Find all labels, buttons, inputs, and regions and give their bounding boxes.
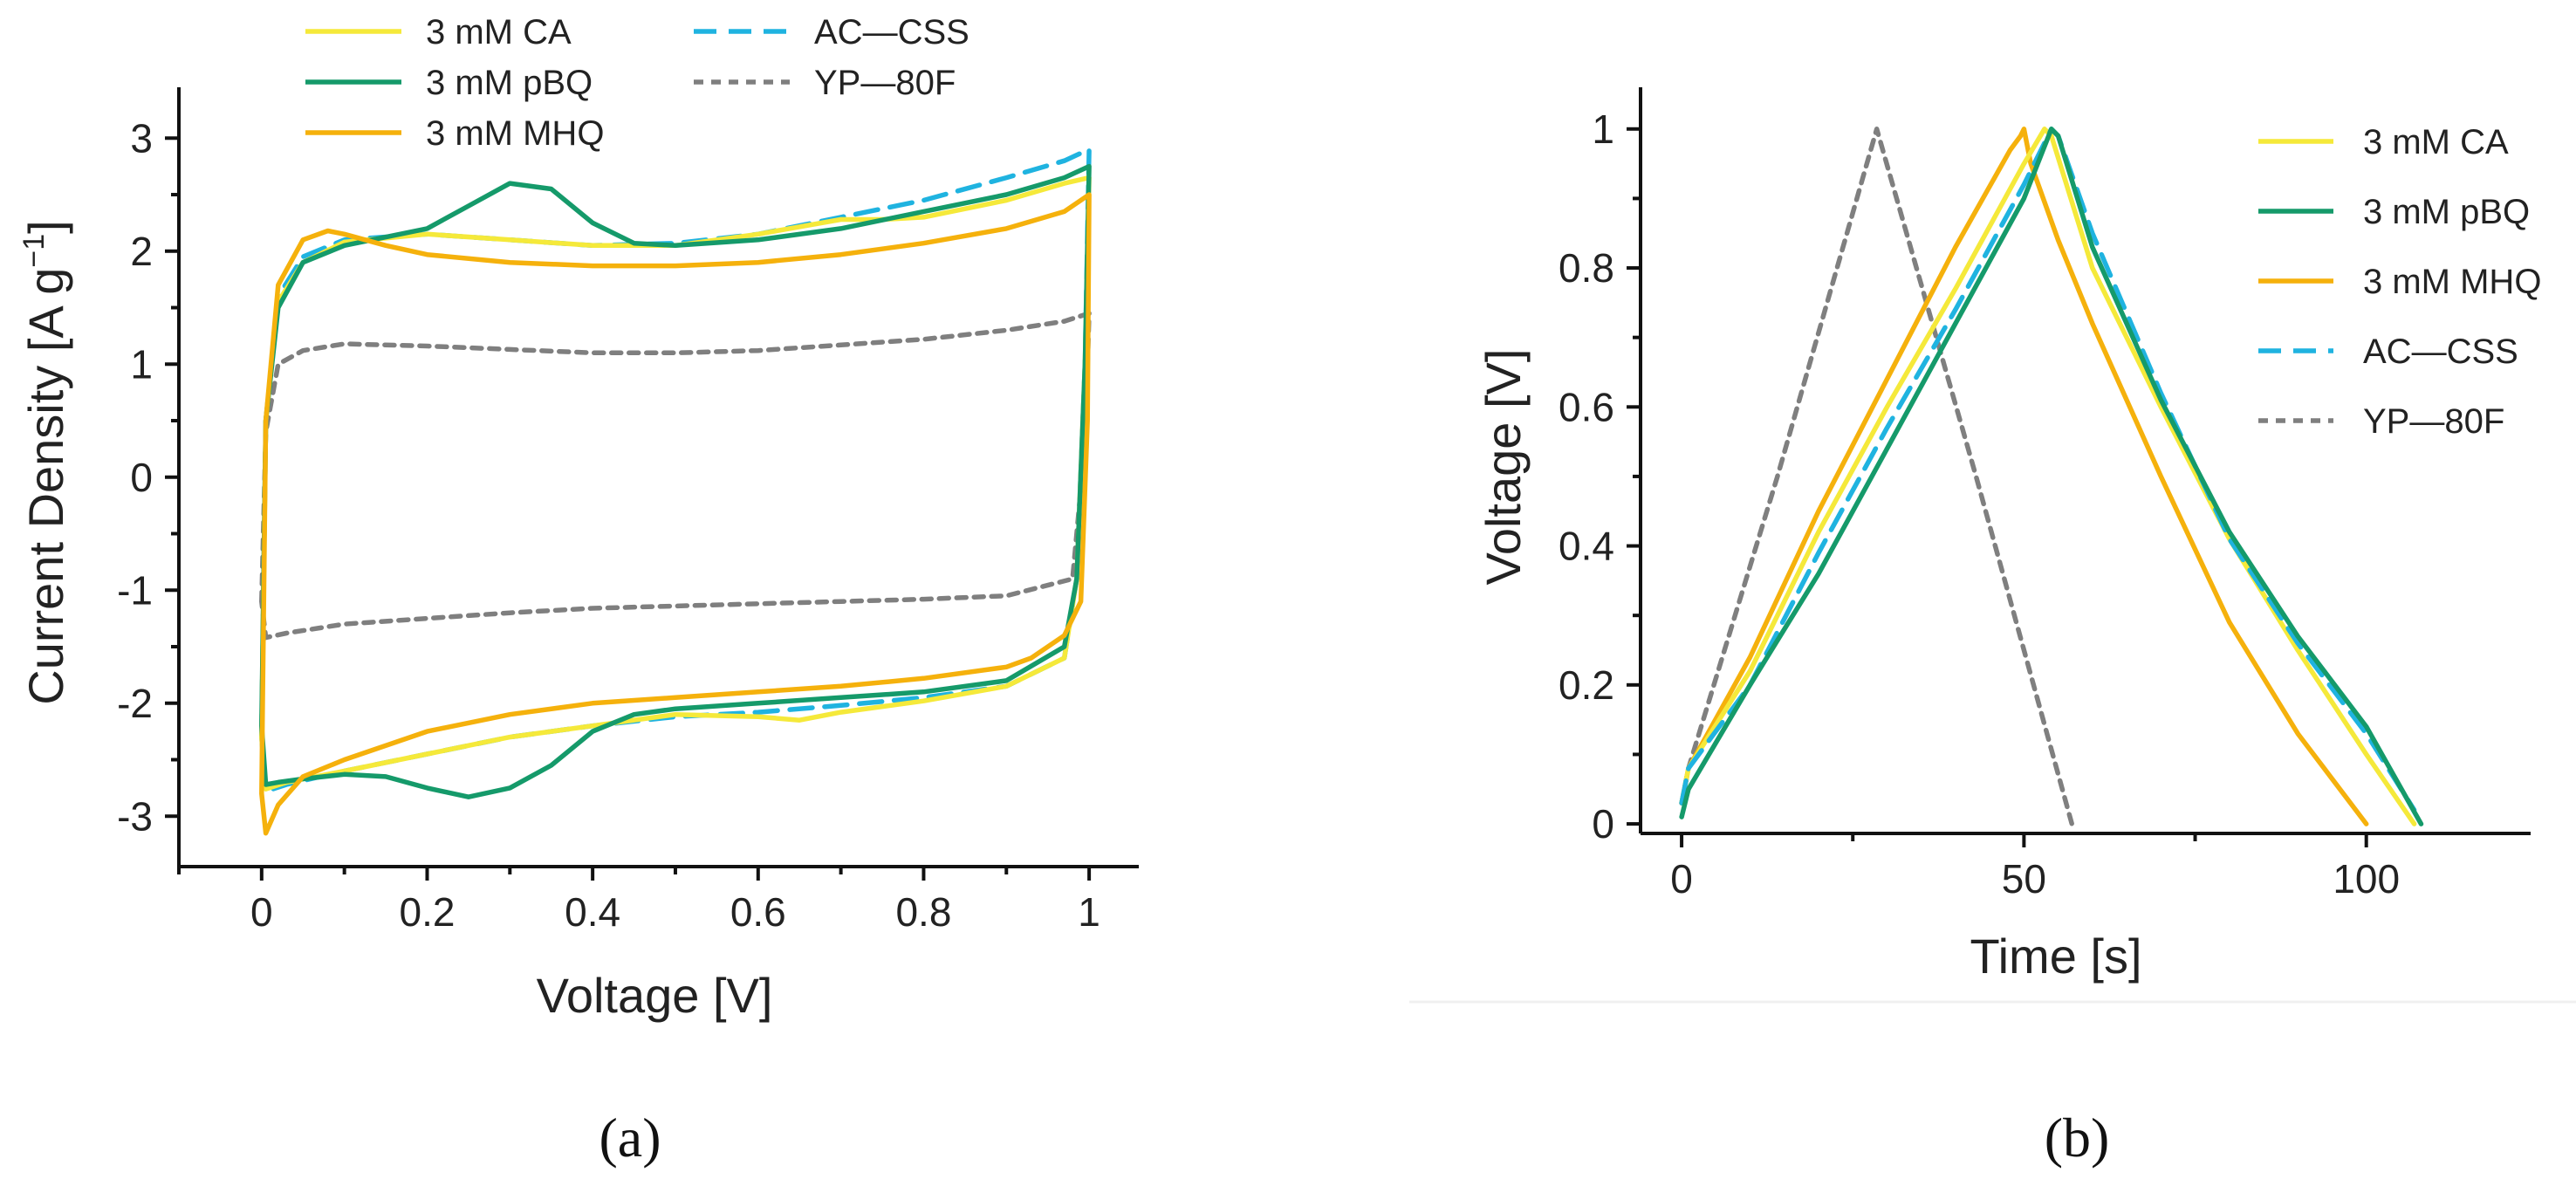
panel-a-y-axis-title: Current Density [A g−1] <box>17 220 73 704</box>
panel-b-series-yp-80f <box>1679 127 2075 826</box>
panel-b-y-tick-label: 0 <box>1592 801 1614 847</box>
panel-b-x-tick-label: 0 <box>1670 856 1693 902</box>
panel-b-ticks: 0 50 100 0 0.2 0.4 0.6 0.8 1 <box>1559 106 2400 902</box>
panel-a-y-tick-label: -3 <box>117 793 153 839</box>
panel-b-legend-item-yp-80f: YP—80F <box>2258 402 2504 441</box>
panel-b-y-tick-label: 0.2 <box>1559 662 1614 708</box>
panel-b-axes <box>1639 87 2531 835</box>
panel-a-legend-item-3-mm-mhq: 3 mM MHQ <box>305 114 604 153</box>
panel-a-y-tick-label: -1 <box>117 567 153 613</box>
panel-b-y-tick-label: 1 <box>1592 106 1614 152</box>
panel-a-y-axis-title-main: Current Density [A g <box>18 268 73 705</box>
legend-label: 3 mM CA <box>426 13 572 51</box>
panel-a-series-group <box>259 147 1092 836</box>
panel-a-ticks: 0 0.2 0.4 0.6 0.8 1 -3 -2 -1 0 1 2 3 <box>117 115 1100 935</box>
panel-b-y-tick-label: 0.8 <box>1559 245 1614 291</box>
panel-b-y-tick-label: 0.4 <box>1559 524 1614 569</box>
panel-b-series-3-mm-ca <box>1679 127 2417 826</box>
legend-label: 3 mM pBQ <box>2363 193 2530 231</box>
legend-label: YP—80F <box>2363 402 2504 441</box>
panel-a-y-tick-label: 1 <box>130 341 153 387</box>
legend-label: AC—CSS <box>814 13 969 51</box>
panel-a-y-axis-title-superscript: −1 <box>17 234 51 268</box>
panel-a-legend-item-3-mm-pbq: 3 mM pBQ <box>305 64 593 102</box>
panel-b-legend-item-3-mm-pbq: 3 mM pBQ <box>2258 193 2530 231</box>
panel-a-x-tick-label: 0.8 <box>895 889 951 935</box>
panel-a-x-tick-label: 0.4 <box>565 889 620 935</box>
panel-a-x-tick-label: 0.6 <box>730 889 786 935</box>
panel-a-series-3-mm-mhq <box>259 192 1092 836</box>
panel-a-legend-item-ac-css: AC—CSS <box>694 13 969 51</box>
panel-a-series-yp-80f <box>259 311 1092 641</box>
panel-a-y-tick-label: 2 <box>130 229 153 274</box>
panel-b-series-group <box>1679 127 2424 826</box>
panel-b-y-axis-title: Voltage [V] <box>1476 349 1531 586</box>
panel-b-y-tick-label: 0.6 <box>1559 384 1614 429</box>
legend-label: AC—CSS <box>2363 333 2518 371</box>
panel-a-legend: 3 mM CA 3 mM pBQ 3 mM MHQ AC—CSS YP—80F <box>305 13 969 153</box>
panel-b-x-tick-label: 50 <box>2002 856 2046 902</box>
legend-label: YP—80F <box>814 64 956 102</box>
panel-a-y-tick-label: -2 <box>117 681 153 726</box>
panel-b-legend: 3 mM CA 3 mM pBQ 3 mM MHQ AC—CSS YP—80F <box>2258 123 2541 441</box>
panel-b-series-3-mm-pbq <box>1679 127 2424 826</box>
panel-b-chart: 0 50 100 0 0.2 0.4 0.6 0.8 1 Time [s] Voltage [V… <box>1476 87 2541 1169</box>
panel-a-series-3-mm-pbq <box>259 163 1092 799</box>
panel-a-legend-item-3-mm-ca: 3 mM CA <box>305 13 572 51</box>
legend-label: 3 mM MHQ <box>2363 263 2541 301</box>
panel-a-y-tick-label: 0 <box>130 455 153 500</box>
panel-a-legend-item-yp-80f: YP—80F <box>694 64 956 102</box>
panel-a-y-axis-title-end: ] <box>18 220 73 234</box>
panel-b-label: (b) <box>2045 1107 2110 1169</box>
panel-b-legend-item-3-mm-ca: 3 mM CA <box>2258 123 2509 161</box>
panel-a-x-tick-label: 0 <box>250 889 273 935</box>
panel-b-legend-item-ac-css: AC—CSS <box>2258 333 2518 371</box>
panel-a-y-tick-label: 3 <box>130 115 153 161</box>
legend-label: 3 mM pBQ <box>426 64 593 102</box>
panel-b-series-ac-css <box>1679 127 2417 812</box>
panel-b-legend-item-3-mm-mhq: 3 mM MHQ <box>2258 263 2541 301</box>
panel-a-label: (a) <box>599 1107 661 1169</box>
panel-a-x-tick-label: 1 <box>1078 889 1100 935</box>
panel-b-x-axis-title: Time [s] <box>1970 929 2141 984</box>
panel-a-chart: 0 0.2 0.4 0.6 0.8 1 -3 -2 -1 0 1 2 3 Voltage [V] Cur… <box>17 13 1139 1169</box>
panel-a-x-axis-title: Voltage [V] <box>537 968 773 1023</box>
panel-a-x-tick-label: 0.2 <box>400 889 456 935</box>
panel-b-series-3-mm-mhq <box>1679 127 2369 826</box>
legend-label: 3 mM CA <box>2363 123 2509 161</box>
panel-b-x-tick-label: 100 <box>2333 856 2400 902</box>
legend-label: 3 mM MHQ <box>426 114 604 153</box>
